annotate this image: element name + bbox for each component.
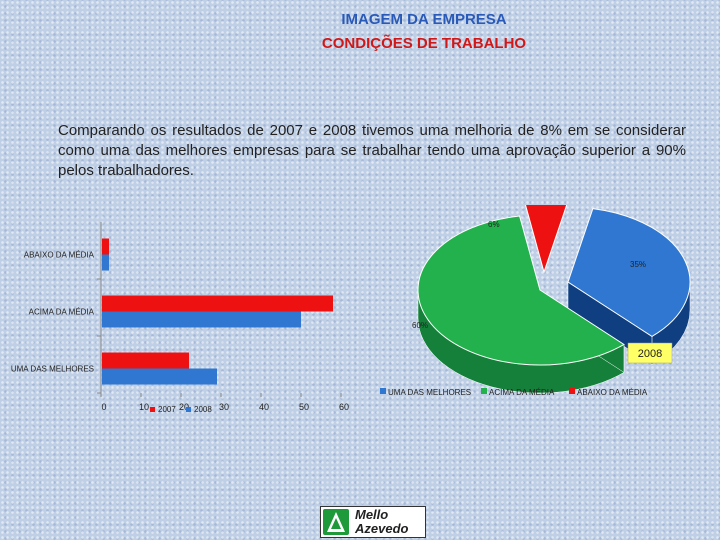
pie-value-label: 6% (488, 220, 500, 229)
bar-legend-label: 2007 (158, 405, 176, 414)
bar-legend-swatch (150, 407, 155, 412)
bar-legend-swatch (186, 407, 191, 412)
pie-legend-swatch (380, 388, 386, 394)
bar-category-label: ABAIXO DA MÉDIA (24, 251, 95, 260)
pie-legend-swatch (569, 388, 575, 394)
bar-chart: 0 10 20 30 40 50 60 ABAIXO DA MÉDIA ACIMA DA MÉD… (11, 222, 349, 414)
pie-slice-2 (417, 215, 625, 366)
company-logo: Mello Azevedo (320, 506, 426, 538)
pie-value-label: 35% (630, 260, 646, 269)
bar-category-label: ACIMA DA MÉDIA (29, 308, 95, 317)
pie-legend-swatch (481, 388, 487, 394)
page-subtitle: CONDIÇÕES DE TRABALHO (321, 35, 527, 52)
pie-value-label: 60% (412, 321, 428, 330)
pie-slice-1 (567, 208, 691, 338)
bar-2008 (102, 295, 333, 312)
pie-legend-label: UMA DAS MELHORES (388, 388, 471, 397)
bar-2008 (102, 238, 109, 255)
bar-category-label: UMA DAS MELHORES (11, 365, 94, 374)
bar-x-tick-label: 20 (179, 402, 189, 412)
pie-legend-label: ACIMA DA MÉDIA (489, 388, 555, 397)
bar-x-tick-label: 50 (299, 402, 309, 412)
bar-x-tick-label: 10 (139, 402, 149, 412)
bar-2008 (102, 352, 189, 369)
bar-x-tick-label: 40 (259, 402, 269, 412)
bar-2007 (102, 368, 217, 385)
bar-2007 (102, 311, 301, 328)
pie-slice-3 (525, 205, 568, 274)
bar-x-tick-label: 60 (339, 402, 349, 412)
bar-2007 (102, 254, 109, 271)
pie-chart: 35% 60% 6% 2008 UMA DAS MELHORES ACIMA DA MÉD… (380, 205, 691, 397)
logo-line-1: Mello (355, 507, 389, 522)
pie-title-box (627, 342, 673, 364)
bar-legend-label: 2008 (194, 405, 212, 414)
pie-title: 2008 (638, 348, 662, 360)
pie-legend-label: ABAIXO DA MÉDIA (577, 388, 648, 397)
logo-mark-icon (323, 509, 349, 535)
page-title: IMAGEM DA EMPRESA (341, 11, 507, 28)
bar-x-tick-label: 0 (101, 402, 106, 412)
logo-line-2: Azevedo (355, 521, 409, 536)
summary-paragraph: Comparando os resultados de 2007 e 2008 … (58, 122, 686, 179)
bar-x-tick-label: 30 (219, 402, 229, 412)
